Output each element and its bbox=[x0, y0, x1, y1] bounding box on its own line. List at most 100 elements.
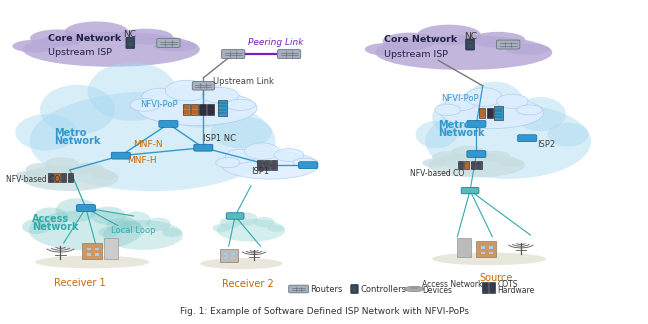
Text: Hardware: Hardware bbox=[498, 286, 535, 295]
Text: MNF-N: MNF-N bbox=[133, 140, 163, 149]
Text: Devices: Devices bbox=[422, 286, 452, 295]
Bar bbox=[271, 160, 277, 170]
Ellipse shape bbox=[432, 151, 461, 164]
Ellipse shape bbox=[23, 32, 200, 67]
Bar bbox=[54, 173, 60, 182]
Bar bbox=[68, 173, 73, 182]
Bar bbox=[458, 161, 463, 169]
Ellipse shape bbox=[137, 90, 257, 125]
Bar bbox=[477, 161, 482, 169]
Ellipse shape bbox=[119, 29, 173, 44]
Text: Core Network: Core Network bbox=[48, 34, 121, 43]
Text: Network: Network bbox=[438, 128, 485, 138]
Ellipse shape bbox=[142, 88, 179, 106]
Ellipse shape bbox=[496, 94, 528, 109]
FancyBboxPatch shape bbox=[126, 37, 135, 49]
Ellipse shape bbox=[16, 171, 40, 180]
Ellipse shape bbox=[428, 153, 525, 178]
FancyBboxPatch shape bbox=[299, 162, 318, 168]
Bar bbox=[192, 104, 198, 115]
Bar bbox=[481, 252, 485, 254]
Ellipse shape bbox=[74, 162, 104, 174]
Bar bbox=[231, 253, 235, 255]
Ellipse shape bbox=[404, 286, 424, 292]
Ellipse shape bbox=[146, 217, 171, 231]
Ellipse shape bbox=[103, 220, 183, 250]
FancyBboxPatch shape bbox=[351, 284, 358, 294]
Text: Local Loop: Local Loop bbox=[111, 226, 156, 235]
Ellipse shape bbox=[130, 98, 160, 111]
Ellipse shape bbox=[415, 121, 457, 148]
Bar bbox=[207, 104, 214, 115]
Bar bbox=[470, 161, 476, 169]
FancyBboxPatch shape bbox=[496, 40, 520, 49]
Text: Access Network: Access Network bbox=[422, 280, 483, 289]
Text: Metro: Metro bbox=[54, 128, 86, 138]
Ellipse shape bbox=[500, 159, 524, 167]
Ellipse shape bbox=[21, 165, 119, 191]
Ellipse shape bbox=[365, 43, 409, 56]
Text: NFV-based CO: NFV-based CO bbox=[410, 168, 464, 178]
Text: Upstream Link: Upstream Link bbox=[213, 76, 273, 86]
Bar bbox=[104, 238, 118, 259]
Ellipse shape bbox=[465, 82, 524, 126]
Ellipse shape bbox=[12, 40, 56, 52]
Ellipse shape bbox=[548, 122, 589, 146]
Bar bbox=[489, 246, 492, 249]
Text: Upstream ISP: Upstream ISP bbox=[48, 48, 111, 57]
Ellipse shape bbox=[515, 97, 566, 131]
Ellipse shape bbox=[505, 44, 550, 55]
Bar bbox=[87, 248, 91, 250]
FancyBboxPatch shape bbox=[461, 187, 479, 194]
Text: Receiver 2: Receiver 2 bbox=[222, 279, 274, 289]
Ellipse shape bbox=[233, 212, 258, 226]
Bar bbox=[257, 160, 262, 170]
Bar bbox=[481, 282, 488, 293]
Ellipse shape bbox=[422, 158, 446, 168]
Text: Network: Network bbox=[32, 222, 78, 232]
Text: ISP1: ISP1 bbox=[251, 167, 269, 176]
Bar bbox=[479, 108, 485, 118]
Text: Peering Link: Peering Link bbox=[248, 39, 303, 47]
Ellipse shape bbox=[425, 104, 591, 179]
Ellipse shape bbox=[382, 33, 437, 50]
Bar bbox=[87, 253, 91, 256]
Text: Upstream ISP: Upstream ISP bbox=[384, 50, 448, 59]
Ellipse shape bbox=[106, 218, 131, 233]
FancyBboxPatch shape bbox=[466, 39, 474, 50]
Ellipse shape bbox=[65, 21, 128, 42]
Text: Network: Network bbox=[54, 136, 100, 146]
Ellipse shape bbox=[93, 171, 117, 180]
Ellipse shape bbox=[162, 227, 182, 237]
Bar bbox=[487, 108, 492, 118]
Bar bbox=[489, 252, 492, 254]
Bar bbox=[220, 249, 238, 262]
Text: Access: Access bbox=[32, 214, 69, 224]
Ellipse shape bbox=[34, 207, 69, 227]
Ellipse shape bbox=[22, 219, 51, 234]
Ellipse shape bbox=[30, 92, 275, 191]
Text: NC: NC bbox=[122, 30, 135, 40]
Bar bbox=[476, 241, 496, 257]
Ellipse shape bbox=[44, 157, 80, 172]
Ellipse shape bbox=[216, 157, 240, 168]
Text: Core Network: Core Network bbox=[384, 35, 457, 44]
Bar bbox=[61, 173, 67, 182]
Text: Source: Source bbox=[480, 273, 513, 283]
Bar bbox=[82, 243, 102, 259]
Ellipse shape bbox=[293, 158, 318, 167]
FancyBboxPatch shape bbox=[111, 152, 130, 159]
Ellipse shape bbox=[222, 151, 319, 179]
Ellipse shape bbox=[480, 151, 510, 162]
Ellipse shape bbox=[165, 80, 209, 101]
Bar bbox=[231, 257, 235, 259]
Text: ISP2: ISP2 bbox=[537, 140, 555, 149]
Text: Fig. 1: Example of Software Defined ISP Network with NFVI-PoPs: Fig. 1: Example of Software Defined ISP … bbox=[179, 307, 469, 316]
Text: NC: NC bbox=[464, 32, 477, 41]
Ellipse shape bbox=[40, 85, 115, 134]
FancyBboxPatch shape bbox=[467, 121, 486, 127]
Ellipse shape bbox=[375, 35, 552, 70]
Ellipse shape bbox=[98, 227, 119, 238]
Ellipse shape bbox=[220, 217, 240, 229]
Bar bbox=[224, 257, 227, 259]
